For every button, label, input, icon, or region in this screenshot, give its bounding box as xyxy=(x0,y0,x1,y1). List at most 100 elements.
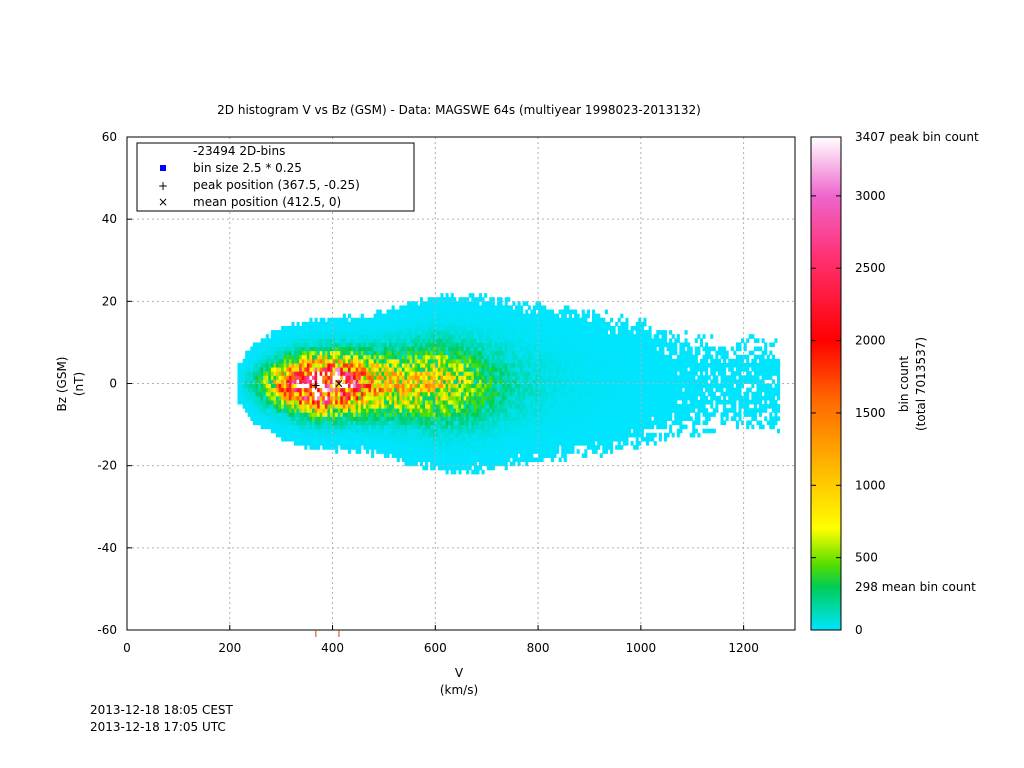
histogram-bin xyxy=(481,412,485,417)
histogram-bin xyxy=(610,449,614,454)
histogram-bin xyxy=(463,346,467,352)
histogram-bin xyxy=(602,436,606,442)
histogram-bin xyxy=(607,416,611,421)
histogram-bin xyxy=(545,334,549,339)
histogram-bin xyxy=(556,321,560,327)
histogram-bin xyxy=(576,420,580,426)
histogram-bin xyxy=(489,404,493,409)
histogram-bin xyxy=(579,354,583,360)
histogram-bin xyxy=(258,416,262,421)
histogram-bin xyxy=(427,297,431,302)
histogram-bin xyxy=(586,358,590,364)
histogram-bin xyxy=(412,428,416,434)
histogram-bin xyxy=(283,334,287,339)
histogram-bin xyxy=(471,358,475,364)
histogram-bin xyxy=(345,428,349,434)
histogram-bin xyxy=(268,358,272,364)
histogram-bin xyxy=(443,445,447,450)
histogram-bin xyxy=(324,334,328,339)
histogram-bin xyxy=(422,465,426,471)
histogram-bin xyxy=(401,321,405,327)
histogram-bin xyxy=(332,362,336,368)
histogram-bin xyxy=(258,375,262,380)
histogram-bin xyxy=(525,325,529,331)
histogram-bin xyxy=(288,367,292,372)
histogram-bin xyxy=(579,371,583,376)
histogram-bin xyxy=(478,445,483,450)
histogram-bin xyxy=(561,420,565,426)
histogram-bin xyxy=(504,416,508,421)
histogram-bin xyxy=(568,371,572,376)
histogram-bin xyxy=(599,436,603,442)
histogram-bin xyxy=(550,404,554,409)
histogram-bin xyxy=(383,441,387,446)
histogram-bin xyxy=(358,387,362,393)
histogram-bin xyxy=(430,465,434,471)
histogram-bin xyxy=(607,424,611,430)
histogram-bin xyxy=(512,404,516,409)
histogram-bin xyxy=(383,432,387,438)
histogram-bin xyxy=(440,334,444,339)
histogram-bin xyxy=(404,412,408,417)
histogram-bin xyxy=(268,387,272,393)
histogram-bin xyxy=(602,449,606,454)
histogram-bin xyxy=(350,321,354,327)
histogram-bin xyxy=(548,358,552,364)
histogram-bin xyxy=(440,383,444,389)
histogram-bin xyxy=(448,350,452,356)
histogram-bin xyxy=(525,395,529,401)
histogram-bin xyxy=(407,375,411,380)
histogram-bin xyxy=(322,416,326,421)
histogram-bin xyxy=(425,383,429,389)
histogram-bin xyxy=(597,408,601,413)
histogram-bin xyxy=(450,408,454,413)
histogram-bin xyxy=(450,346,454,352)
histogram-bin xyxy=(453,399,457,405)
histogram-bin xyxy=(350,408,354,413)
histogram-bin xyxy=(471,309,475,315)
histogram-bin xyxy=(437,346,441,352)
histogram-bin xyxy=(324,321,328,327)
histogram-bin xyxy=(553,445,557,450)
histogram-bin xyxy=(512,309,516,315)
histogram-bin xyxy=(240,399,244,405)
histogram-bin xyxy=(532,379,537,384)
histogram-bin xyxy=(409,301,413,306)
histogram-bin xyxy=(461,416,465,421)
histogram-bin xyxy=(373,313,377,319)
histogram-bin xyxy=(517,358,521,364)
histogram-bin xyxy=(445,362,449,368)
histogram-bin xyxy=(574,395,578,401)
histogram-bin xyxy=(371,379,375,384)
histogram-bin xyxy=(478,313,483,319)
histogram-bin xyxy=(432,305,436,311)
histogram-bin xyxy=(561,428,565,434)
histogram-bin xyxy=(471,428,475,434)
histogram-bin xyxy=(425,354,429,360)
histogram-bin xyxy=(391,424,395,430)
histogram-bin xyxy=(471,342,475,348)
histogram-bin xyxy=(561,371,565,376)
histogram-bin xyxy=(437,391,441,397)
histogram-bin xyxy=(353,325,357,331)
histogram-bin xyxy=(399,330,403,335)
histogram-bin xyxy=(450,313,454,319)
histogram-bin xyxy=(417,362,421,368)
histogram-bin xyxy=(443,313,447,319)
histogram-bin xyxy=(311,441,316,446)
histogram-bin xyxy=(594,379,598,384)
histogram-bin xyxy=(319,371,323,376)
histogram-bin xyxy=(525,354,529,360)
histogram-bin xyxy=(319,404,323,409)
histogram-bin xyxy=(365,346,370,352)
histogram-bin xyxy=(340,395,344,401)
histogram-bin xyxy=(440,309,444,315)
histogram-bin xyxy=(278,399,282,405)
histogram-bin xyxy=(242,367,246,372)
histogram-bin xyxy=(520,453,524,458)
histogram-bin xyxy=(414,350,418,356)
histogram-bin xyxy=(471,371,475,376)
histogram-bin xyxy=(443,297,447,302)
histogram-bin xyxy=(473,399,477,405)
histogram-bin xyxy=(350,325,354,331)
